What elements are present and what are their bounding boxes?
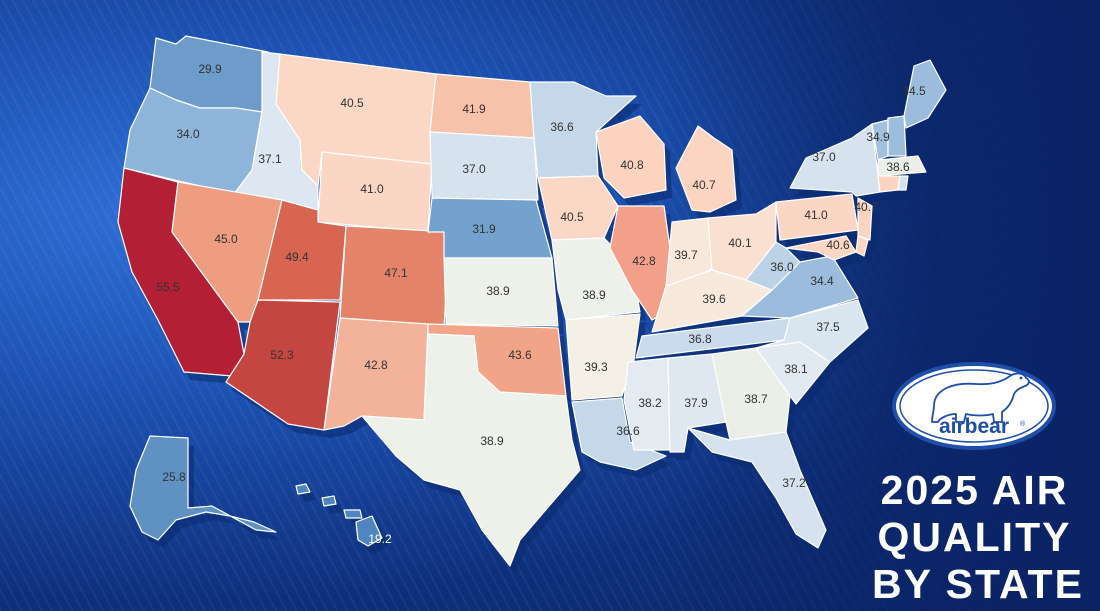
state-value-florida: 37.2 — [782, 476, 806, 490]
state-value-nevada: 45.0 — [214, 232, 238, 246]
state-value-pennsylvania: 41.0 — [804, 208, 828, 222]
state-value-kansas: 38.9 — [486, 284, 510, 298]
state-louisiana — [571, 397, 667, 471]
state-value-kentucky: 39.6 — [702, 292, 726, 306]
title-line-1: 2025 AIR — [880, 467, 1069, 513]
page-title: 2025 AIR QUALITY BY STATE — [872, 467, 1084, 608]
state-wisconsin — [595, 115, 667, 199]
state-kansas — [443, 257, 559, 327]
state-new-mexico — [323, 317, 429, 431]
map-labels: 29.9 34.0 55.5 37.1 45.0 40.5 41.0 49.4 52.3 47.1… — [156, 62, 926, 546]
airbear-wordmark: airbear — [939, 415, 1009, 438]
state-value-west-virginia: 36.0 — [770, 260, 794, 274]
state-iowa — [537, 175, 619, 241]
state-value-wisconsin: 40.8 — [620, 158, 644, 172]
state-value-colorado: 47.1 — [384, 266, 408, 280]
state-value-alaska: 25.8 — [162, 470, 186, 484]
state-value-washington: 29.9 — [198, 62, 222, 76]
map-states — [117, 35, 947, 567]
title-line-3: BY STATE — [872, 561, 1084, 607]
state-delaware — [855, 235, 869, 257]
state-value-idaho: 37.1 — [258, 152, 282, 166]
state-value-arizona: 52.3 — [270, 348, 294, 362]
state-value-virginia: 34.4 — [810, 274, 834, 288]
state-value-maine: 34.5 — [902, 84, 926, 98]
title-line-2: QUALITY — [877, 514, 1072, 560]
state-mississippi — [623, 357, 671, 451]
state-value-north-dakota: 41.9 — [462, 102, 486, 116]
state-value-vermont: 34.9 — [866, 130, 890, 144]
state-value-new-jersey: 40.7 — [854, 200, 878, 214]
state-value-minnesota: 36.6 — [550, 120, 574, 134]
state-value-montana: 40.5 — [340, 96, 364, 110]
state-south-dakota — [429, 131, 539, 201]
state-rhode-island — [897, 175, 909, 191]
state-north-carolina — [755, 299, 869, 363]
state-texas — [361, 333, 581, 567]
state-massachusetts — [877, 155, 927, 177]
state-new-hampshire — [887, 115, 907, 157]
state-new-york — [789, 123, 881, 197]
state-new-jersey — [857, 197, 873, 241]
state-value-iowa: 40.5 — [560, 210, 584, 224]
state-value-south-dakota: 37.0 — [462, 162, 486, 176]
state-value-ohio: 40.1 — [728, 236, 752, 250]
state-value-nebraska: 31.9 — [472, 222, 496, 236]
state-maine — [903, 59, 947, 129]
state-florida — [687, 427, 827, 549]
state-value-oregon: 34.0 — [176, 127, 200, 141]
state-value-tennessee: 36.8 — [688, 332, 712, 346]
state-value-texas: 38.9 — [480, 434, 504, 448]
state-hawaii — [295, 483, 383, 547]
state-value-illinois: 42.8 — [632, 254, 656, 268]
airbear-logo: airbear ® — [890, 360, 1058, 452]
state-value-maryland: 40.6 — [826, 238, 850, 252]
state-value-georgia: 38.7 — [744, 392, 768, 406]
state-value-missouri: 38.9 — [582, 288, 606, 302]
polar-bear-icon — [931, 372, 1030, 423]
state-maryland — [785, 235, 857, 261]
state-value-new-york: 37.0 — [812, 150, 836, 164]
state-value-mississippi: 38.2 — [638, 396, 662, 410]
state-value-alabama: 37.9 — [684, 396, 708, 410]
state-value-california: 55.5 — [156, 280, 180, 294]
registered-mark: ® — [1020, 420, 1026, 428]
state-value-hawaii: 19.2 — [368, 532, 392, 546]
state-alaska — [129, 435, 277, 541]
state-arizona — [225, 299, 341, 431]
state-value-new-mexico: 42.8 — [364, 358, 388, 372]
state-value-utah: 49.4 — [285, 250, 309, 264]
state-value-north-carolina: 37.5 — [816, 320, 840, 334]
state-connecticut — [877, 175, 901, 193]
state-value-oklahoma: 43.6 — [508, 348, 532, 362]
state-michigan — [675, 125, 737, 213]
state-value-south-carolina: 38.1 — [784, 362, 808, 376]
state-west-virginia — [745, 241, 801, 291]
state-value-wyoming: 41.0 — [360, 182, 384, 196]
state-value-massachusetts: 38.6 — [886, 160, 910, 174]
state-value-louisiana: 36.6 — [616, 424, 640, 438]
state-value-arkansas: 39.3 — [584, 360, 608, 374]
state-value-indiana: 39.7 — [674, 248, 698, 262]
state-value-michigan: 40.7 — [692, 178, 716, 192]
airbear-logo-badge: airbear ® — [892, 362, 1056, 450]
